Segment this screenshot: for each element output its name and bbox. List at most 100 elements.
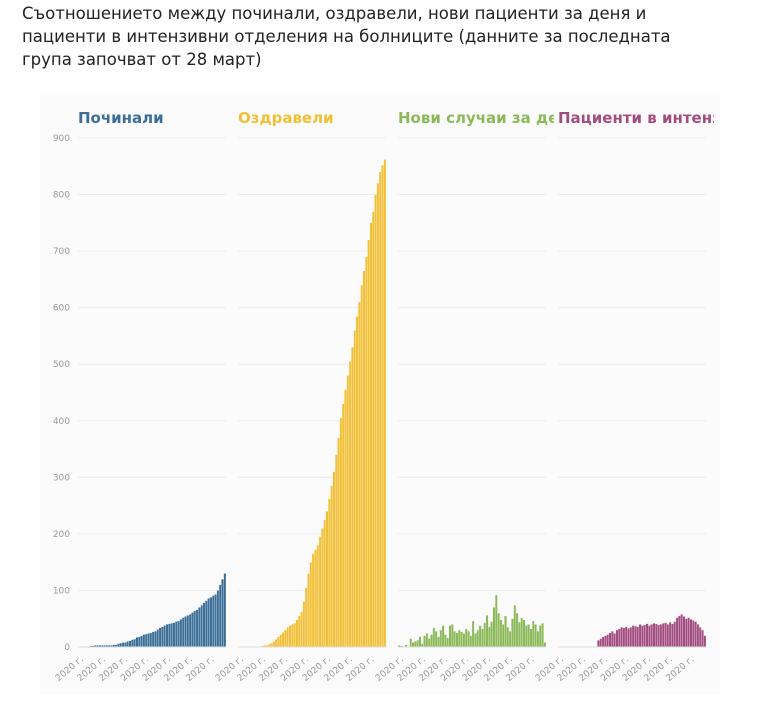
bar: [437, 636, 440, 648]
bar: [504, 615, 507, 648]
bar: [181, 617, 185, 648]
bar: [430, 634, 433, 648]
bar: [163, 625, 166, 648]
bar: [641, 625, 644, 648]
bar: [597, 640, 600, 648]
bar: [177, 620, 180, 648]
bar: [318, 536, 322, 648]
bar: [464, 628, 468, 648]
bar: [631, 625, 635, 648]
bar: [506, 627, 510, 648]
bar: [309, 562, 313, 648]
bar: [207, 598, 210, 648]
bar: [458, 629, 461, 648]
bar: [421, 643, 424, 648]
bar: [615, 629, 619, 648]
bar: [307, 573, 310, 648]
y-tick-label: 200: [53, 530, 70, 540]
bar: [409, 638, 412, 648]
bar: [209, 597, 213, 648]
bar: [696, 624, 700, 648]
bar: [156, 629, 160, 648]
bar: [687, 617, 690, 648]
bar: [606, 634, 609, 648]
bar: [372, 211, 375, 648]
bar: [149, 632, 153, 648]
bar: [678, 615, 681, 648]
bar: [664, 622, 667, 648]
bar: [620, 627, 623, 648]
bar: [543, 642, 547, 648]
bar: [205, 600, 208, 648]
y-tick-label: 700: [53, 247, 70, 257]
panel-title: Починали: [78, 109, 164, 127]
bar: [411, 642, 415, 648]
bar: [451, 624, 454, 648]
bar: [682, 616, 686, 648]
bar: [701, 629, 704, 648]
bar: [474, 633, 477, 648]
bar: [126, 641, 129, 648]
bar: [414, 641, 417, 648]
bar: [323, 519, 326, 648]
bar: [455, 632, 459, 648]
y-tick-label: 900: [53, 134, 70, 144]
bar: [367, 239, 370, 648]
bar: [703, 635, 707, 648]
bar: [128, 640, 132, 648]
bar: [184, 616, 187, 648]
bar: [618, 628, 621, 648]
bar: [212, 595, 215, 648]
bar: [365, 256, 368, 648]
bar: [488, 626, 491, 648]
bar: [434, 631, 438, 648]
bar: [513, 605, 517, 648]
bar: [202, 602, 206, 648]
bar: [425, 633, 429, 648]
bar: [471, 620, 475, 648]
bar: [538, 625, 542, 648]
bar: [188, 614, 192, 648]
bar: [335, 454, 338, 648]
bar: [685, 618, 688, 648]
bar: [515, 612, 519, 648]
bar: [351, 347, 354, 648]
bar: [131, 639, 134, 648]
bar: [492, 607, 496, 648]
bar: [439, 629, 443, 648]
bar: [369, 222, 373, 648]
bar: [138, 636, 141, 648]
bar: [288, 625, 292, 648]
y-tick-label: 800: [53, 191, 70, 201]
bar: [478, 625, 482, 648]
bar: [495, 594, 498, 648]
bar: [344, 389, 347, 648]
bar: [175, 621, 178, 648]
bar: [680, 614, 683, 648]
bar: [378, 171, 382, 648]
bar: [661, 623, 665, 648]
bar: [462, 633, 466, 648]
bar: [195, 609, 199, 648]
bar: [541, 623, 544, 648]
bar: [638, 624, 642, 648]
y-tick-label: 300: [53, 473, 70, 483]
bar: [214, 594, 217, 648]
bar: [511, 618, 514, 648]
bar: [624, 626, 628, 648]
bar: [161, 626, 164, 648]
bar: [200, 605, 203, 648]
panel-title: Пациенти в интенз: [558, 109, 721, 127]
bar: [353, 330, 357, 648]
bar: [659, 624, 663, 648]
bar: [216, 590, 220, 648]
bar: [332, 471, 336, 648]
bar: [358, 301, 361, 648]
panel: [397, 594, 547, 648]
bar: [191, 612, 194, 648]
bar: [179, 619, 183, 648]
bar: [694, 621, 697, 648]
bar: [302, 601, 306, 648]
bar: [601, 636, 605, 648]
